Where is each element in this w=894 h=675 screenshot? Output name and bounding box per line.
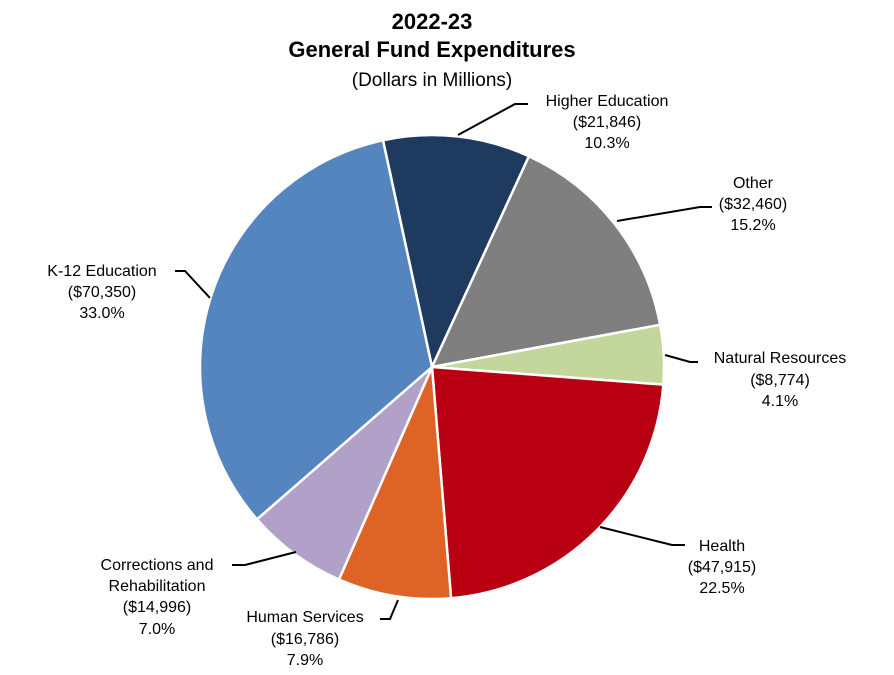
leader-line-k12 [175,270,211,299]
chart-subtitle: General Fund Expenditures [288,37,575,62]
chart-title: 2022-23 [392,9,473,34]
slice-name-line1: Corrections and [101,557,214,574]
slice-name: Higher Education [546,93,669,110]
leader-line-human-services [380,599,399,620]
pie-slice-other [429,154,662,369]
slice-name: Natural Resources [714,350,847,367]
label-corrections: Corrections and Rehabilitation ($14,996)… [101,557,214,638]
leader-line-other [616,206,712,222]
label-health: Health ($47,915) 22.5% [688,538,757,597]
leader-line-health [599,526,685,546]
slice-value: ($21,846) [573,114,642,131]
pie-slice-human-services [337,366,453,601]
label-k12-education: K-12 Education ($70,350) 33.0% [47,263,156,322]
label-human-services: Human Services ($16,786) 7.9% [246,609,363,669]
slice-value: ($47,915) [688,559,757,576]
slice-value: ($32,460) [719,196,788,213]
pie-slice-corrections-and-rehabilitation [255,366,434,582]
leader-line-corrections [232,551,297,566]
label-other: Other ($32,460) 15.2% [719,175,788,234]
slice-name: Health [699,538,745,555]
leader-lines [175,103,712,620]
slice-name: K-12 Education [47,263,156,280]
slice-percent: 7.0% [139,621,175,638]
leader-line-higher-education [457,103,528,136]
label-higher-education: Higher Education ($21,846) 10.3% [546,93,669,152]
slice-percent: 22.5% [699,580,744,597]
slice-name: Other [733,175,774,192]
slice-value: ($16,786) [271,631,340,648]
unit-note: (Dollars in Millions) [352,70,512,91]
slice-name: Human Services [246,609,363,626]
slice-percent: 15.2% [730,217,775,234]
pie-slice-k-12-education [198,138,434,522]
leader-line-natural-resources [664,354,698,363]
slice-value: ($70,350) [68,284,137,301]
slice-percent: 10.3% [584,135,629,152]
slice-name-line2: Rehabilitation [109,578,206,595]
slice-value: ($8,774) [750,372,810,389]
slice-percent: 4.1% [762,393,798,410]
slice-value: ($14,996) [123,599,192,616]
slice-percent: 33.0% [79,305,124,322]
slice-percent: 7.9% [287,652,323,669]
label-natural-resources: Natural Resources ($8,774) 4.1% [714,350,847,410]
pie-slice-health [430,365,665,600]
